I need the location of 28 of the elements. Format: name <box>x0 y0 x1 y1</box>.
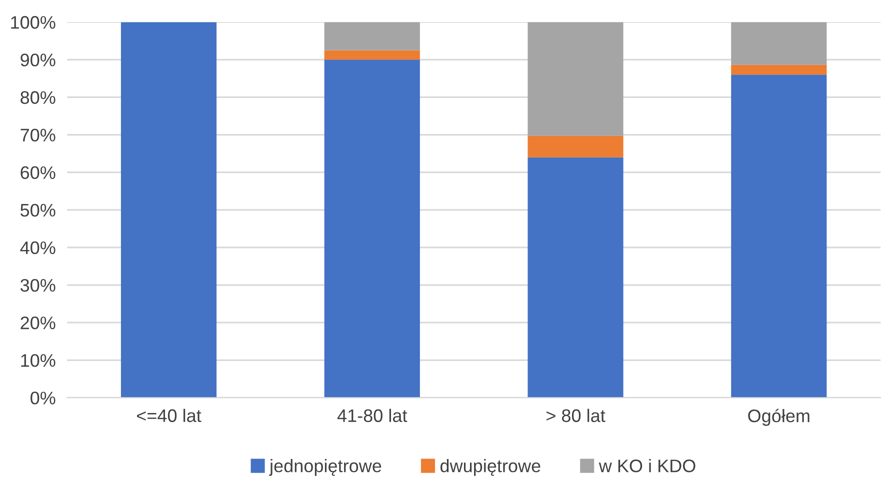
bar <box>731 22 827 65</box>
y-tick-label: 40% <box>20 241 56 254</box>
bar <box>324 50 420 60</box>
x-tick-label: Ogółem <box>748 408 810 426</box>
y-tick-label: 60% <box>20 166 56 180</box>
bar <box>120 22 217 398</box>
legend-label: jednopiętrowe <box>269 459 382 476</box>
y-tick-label: 50% <box>20 204 56 217</box>
x-tick-label: > 80 lat <box>546 408 606 422</box>
y-tick-label: 100% <box>11 16 56 29</box>
bar <box>731 74 827 398</box>
y-tick-label: 20% <box>20 316 56 330</box>
y-tick-label: 70% <box>20 128 56 142</box>
x-tick-label: <=40 lat <box>137 408 202 422</box>
bar <box>731 64 827 75</box>
y-tick-label: 10% <box>21 354 56 367</box>
bar <box>324 60 420 398</box>
y-tick-label: 0% <box>30 392 56 404</box>
y-tick-label: 90% <box>20 54 56 66</box>
y-tick-label: 30% <box>20 278 56 292</box>
bar <box>528 22 624 136</box>
bar <box>528 136 624 158</box>
bar <box>528 157 624 398</box>
legend-label: w KO i KDO <box>598 459 696 472</box>
bar <box>324 22 420 50</box>
y-tick-label: 80% <box>20 91 56 104</box>
x-tick-label: 41-80 lat <box>337 408 408 422</box>
legend-label: dwupiętrowe <box>440 459 540 476</box>
